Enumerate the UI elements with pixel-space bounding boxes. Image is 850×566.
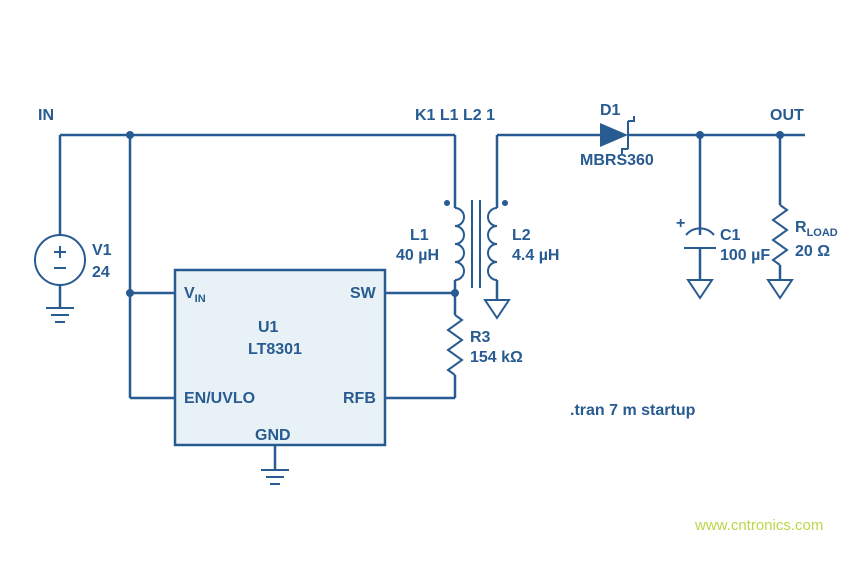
in-label: IN	[38, 107, 54, 124]
l2-name: L2	[512, 227, 531, 244]
inductor-l2	[488, 208, 497, 280]
pin-rfb: RFB	[343, 390, 376, 407]
watermark: www.cntronics.com	[694, 517, 823, 534]
svg-text:+: +	[676, 215, 685, 232]
rload-name: RLOAD	[795, 219, 838, 239]
c1-val: 100 µF	[720, 247, 770, 264]
capacitor-c1: +	[676, 215, 716, 248]
resistor-rload	[773, 205, 787, 265]
pin-sw: SW	[350, 285, 377, 302]
coupling-label: K1 L1 L2 1	[415, 107, 495, 124]
l2-val: 4.4 µH	[512, 247, 559, 264]
out-label: OUT	[770, 107, 804, 124]
c1-name: C1	[720, 227, 741, 244]
pin-gnd: GND	[255, 427, 291, 444]
r3-name: R3	[470, 329, 491, 346]
chip-part: LT8301	[248, 341, 302, 358]
d1-part: MBRS360	[580, 152, 654, 169]
resistor-r3	[448, 315, 462, 375]
chip-ref: U1	[258, 319, 279, 336]
v1-name: V1	[92, 242, 112, 259]
l1-name: L1	[410, 227, 429, 244]
pin-en: EN/UVLO	[184, 390, 255, 407]
v1-val: 24	[92, 264, 110, 281]
inductor-l1	[455, 208, 464, 280]
l1-val: 40 µH	[396, 247, 439, 264]
circuit-schematic: IN V1 24 U1 LT8301 VIN SW EN/UVLO RFB GN…	[0, 0, 850, 566]
rload-val: 20 Ω	[795, 243, 830, 260]
r3-val: 154 kΩ	[470, 349, 523, 366]
d1-name: D1	[600, 102, 621, 119]
spice-directive: .tran 7 m startup	[570, 402, 696, 419]
